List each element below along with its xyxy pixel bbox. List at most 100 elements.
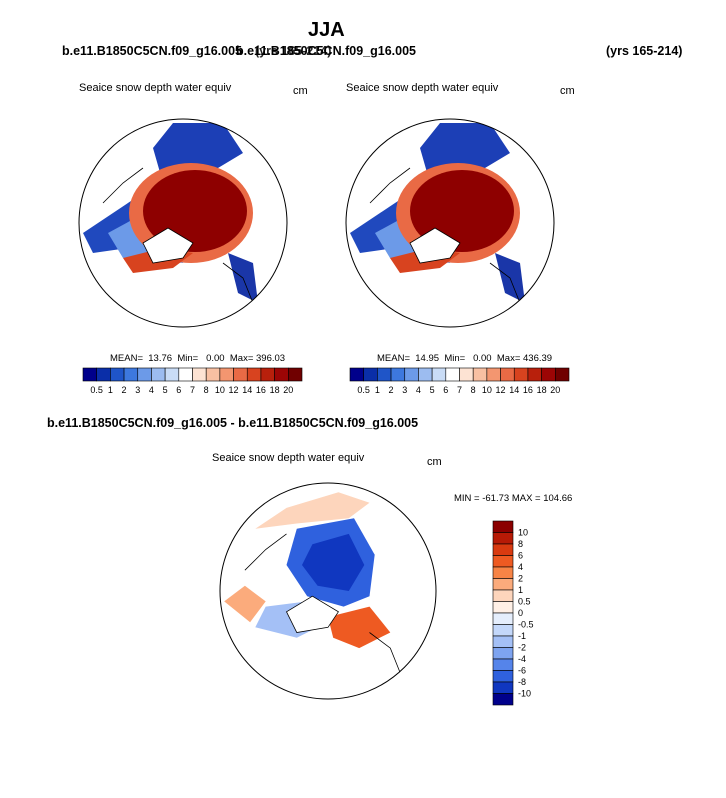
colorbar-box (151, 367, 166, 382)
colorbar-box (492, 589, 514, 602)
panel1-variable: Seaice snow depth water equiv (79, 82, 232, 94)
colorbar-tick-label: 12 (496, 385, 506, 395)
colorbar-2: 0.5 1 2 3 4 5 6 7 8 10 12 14 16 18 20 (349, 367, 570, 395)
colorbar-tick-label: -4 (518, 654, 526, 664)
colorbar-box (500, 367, 515, 382)
panel3-units: cm (427, 456, 442, 468)
colorbar-tick-label: 14 (509, 385, 519, 395)
land-mass (285, 595, 339, 633)
colorbar-box (492, 520, 514, 533)
colorbar-tick-label: -2 (518, 643, 526, 653)
figure-title: JJA (308, 19, 345, 41)
colorbar-box (472, 367, 488, 382)
colorbar-tick-label: -6 (518, 666, 526, 676)
diff-case-title: b.e11.B1850C5CN.f09_g16.005 - b.e11.B185… (47, 416, 419, 430)
colorbar-box (492, 543, 514, 556)
colorbar-box (274, 367, 289, 382)
colorbar-box (82, 367, 97, 382)
polar-map-3 (220, 483, 436, 699)
colorbar-box (527, 367, 542, 382)
positive-anomaly-region (224, 585, 266, 623)
colorbar-box (459, 367, 474, 382)
panel2-stats: MEAN= 14.95 Min= 0.00 Max= 436.39 (377, 353, 553, 364)
coastline (489, 262, 521, 304)
colorbar-tick-label: 6 (518, 551, 523, 561)
map-boundary (78, 118, 288, 328)
colorbar-box (192, 367, 207, 382)
panel1-stats: MEAN= 13.76 Min= 0.00 Max= 396.03 (110, 353, 286, 364)
colorbar-box (492, 658, 514, 671)
coastline (369, 632, 402, 675)
years-overlap: (yrs 165-214) (255, 44, 332, 58)
panel2-variable: Seaice snow depth water equiv (346, 82, 499, 94)
land-mass (409, 227, 461, 264)
colorbar-tick-label: 7 (457, 385, 462, 395)
colorbar-box (492, 624, 514, 637)
colorbar-box (178, 367, 193, 382)
map-boundary (345, 118, 555, 328)
colorbar-box (492, 635, 514, 648)
colorbar-tick-label: 4 (416, 385, 421, 395)
colorbar-box (377, 367, 392, 382)
colorbar-tick-label: 0.5 (90, 385, 103, 395)
coastline (222, 262, 254, 304)
colorbar-box (205, 367, 221, 382)
colorbar-box (541, 367, 556, 382)
colorbar-box (363, 367, 378, 382)
colorbar-box (349, 367, 364, 382)
positive-anomaly-region (255, 492, 370, 529)
colorbar-tick-label: 7 (190, 385, 195, 395)
colorbar-box (431, 367, 447, 382)
colorbar-tick-label: 5 (163, 385, 168, 395)
colorbar-tick-label: 5 (430, 385, 435, 395)
colorbar-box (246, 367, 262, 382)
panel2-units: cm (560, 85, 575, 97)
colorbar-tick-label: 10 (215, 385, 225, 395)
colorbar-tick-label: 1 (518, 585, 523, 595)
colorbar-box (445, 367, 460, 382)
colorbar-box (492, 578, 514, 591)
colorbar-tick-label: 12 (229, 385, 239, 395)
colorbar-tick-label: 3 (402, 385, 407, 395)
land-mass (142, 227, 194, 264)
polar-map-1 (79, 119, 287, 327)
colorbar-tick-label: 3 (135, 385, 140, 395)
years-right: (yrs 165-214) (606, 44, 683, 58)
colorbar-box (492, 681, 514, 694)
colorbar-box (492, 612, 514, 625)
case-title-right-overlap: b.e11.B1850C5CN.f09_g16.005 (236, 44, 416, 58)
case-title-left: b.e11.B1850C5CN.f09_g16.005 (62, 44, 242, 58)
panel1-units: cm (293, 85, 308, 97)
colorbar-box (390, 367, 406, 382)
colorbar-box (492, 532, 514, 545)
colorbar-box (260, 367, 275, 382)
colorbar-box (555, 367, 570, 382)
colorbar-tick-label: 18 (537, 385, 547, 395)
colorbar-box (137, 367, 152, 382)
colorbar-box (418, 367, 433, 382)
colorbar-box (492, 693, 514, 706)
colorbar-tick-label: 8 (471, 385, 476, 395)
colorbar-box (486, 367, 501, 382)
colorbar-box (492, 555, 514, 568)
negative-anomaly-core (302, 533, 365, 591)
coastline (369, 167, 411, 204)
colorbar-tick-label: 2 (389, 385, 394, 395)
colorbar-tick-label: 6 (176, 385, 181, 395)
colorbar-tick-label: 6 (443, 385, 448, 395)
panel3-stats: MIN = -61.73 MAX = 104.66 (454, 493, 573, 504)
coastline (102, 167, 144, 204)
colorbar-box (492, 647, 514, 660)
colorbar-tick-label: 4 (149, 385, 154, 395)
colorbar-box (96, 367, 111, 382)
colorbar-box (288, 367, 303, 382)
colorbar-tick-label: 4 (518, 562, 523, 572)
colorbar-tick-label: -8 (518, 677, 526, 687)
colorbar-tick-label: -0.5 (518, 620, 534, 630)
colorbar-box (492, 601, 514, 614)
colorbar-tick-label: 0.5 (357, 385, 370, 395)
colorbar-tick-label: 0.5 (518, 597, 531, 607)
colorbar-tick-label: 20 (550, 385, 560, 395)
polar-map-2 (346, 119, 554, 327)
